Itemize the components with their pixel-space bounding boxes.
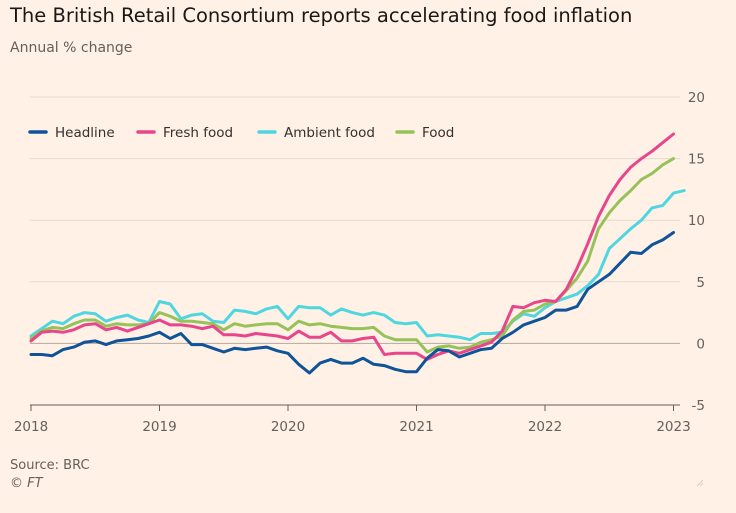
x-tick-label: 2020	[271, 419, 305, 435]
copyright-note: © FT	[10, 476, 43, 491]
legend-item-fresh-food: Fresh food	[136, 125, 233, 141]
legend-label: Food	[422, 125, 454, 141]
y-tick-label: 20	[688, 90, 705, 106]
legend-label: Fresh food	[163, 125, 233, 141]
y-tick-label: 5	[696, 275, 705, 291]
resize-handle-icon	[696, 479, 704, 487]
x-axis: 2018 2019 2020 2021 2022 2023	[14, 404, 691, 435]
chart-subtitle: Annual % change	[10, 40, 133, 56]
source-note: Source: BRC	[10, 458, 90, 473]
gridlines	[30, 96, 680, 406]
series-line-food	[29, 157, 675, 354]
y-tick-label: -5	[692, 398, 705, 414]
series-lines	[29, 132, 686, 375]
legend-item-headline: Headline	[28, 125, 115, 141]
series-line-ambient-food	[29, 189, 686, 342]
y-tick-label: 15	[688, 152, 705, 168]
y-tick-label: 0	[696, 336, 705, 352]
series-line-fresh-food	[29, 132, 675, 361]
legend-item-ambient-food: Ambient food	[257, 125, 375, 141]
legend-label: Headline	[55, 125, 115, 141]
x-tick-label: 2018	[14, 419, 48, 435]
y-tick-label: 10	[688, 213, 705, 229]
x-tick-label: 2023	[656, 419, 690, 435]
x-tick-label: 2022	[528, 419, 562, 435]
y-axis: -5 0 5 10 15 20	[688, 90, 705, 414]
x-tick-label: 2021	[399, 419, 433, 435]
series-line-headline	[29, 231, 675, 375]
legend: Headline Fresh food Ambient food Food	[28, 125, 454, 141]
x-tick-label: 2019	[142, 419, 176, 435]
legend-label: Ambient food	[284, 125, 375, 141]
legend-item-food: Food	[395, 125, 454, 141]
chart-title: The British Retail Consortium reports ac…	[10, 4, 633, 27]
